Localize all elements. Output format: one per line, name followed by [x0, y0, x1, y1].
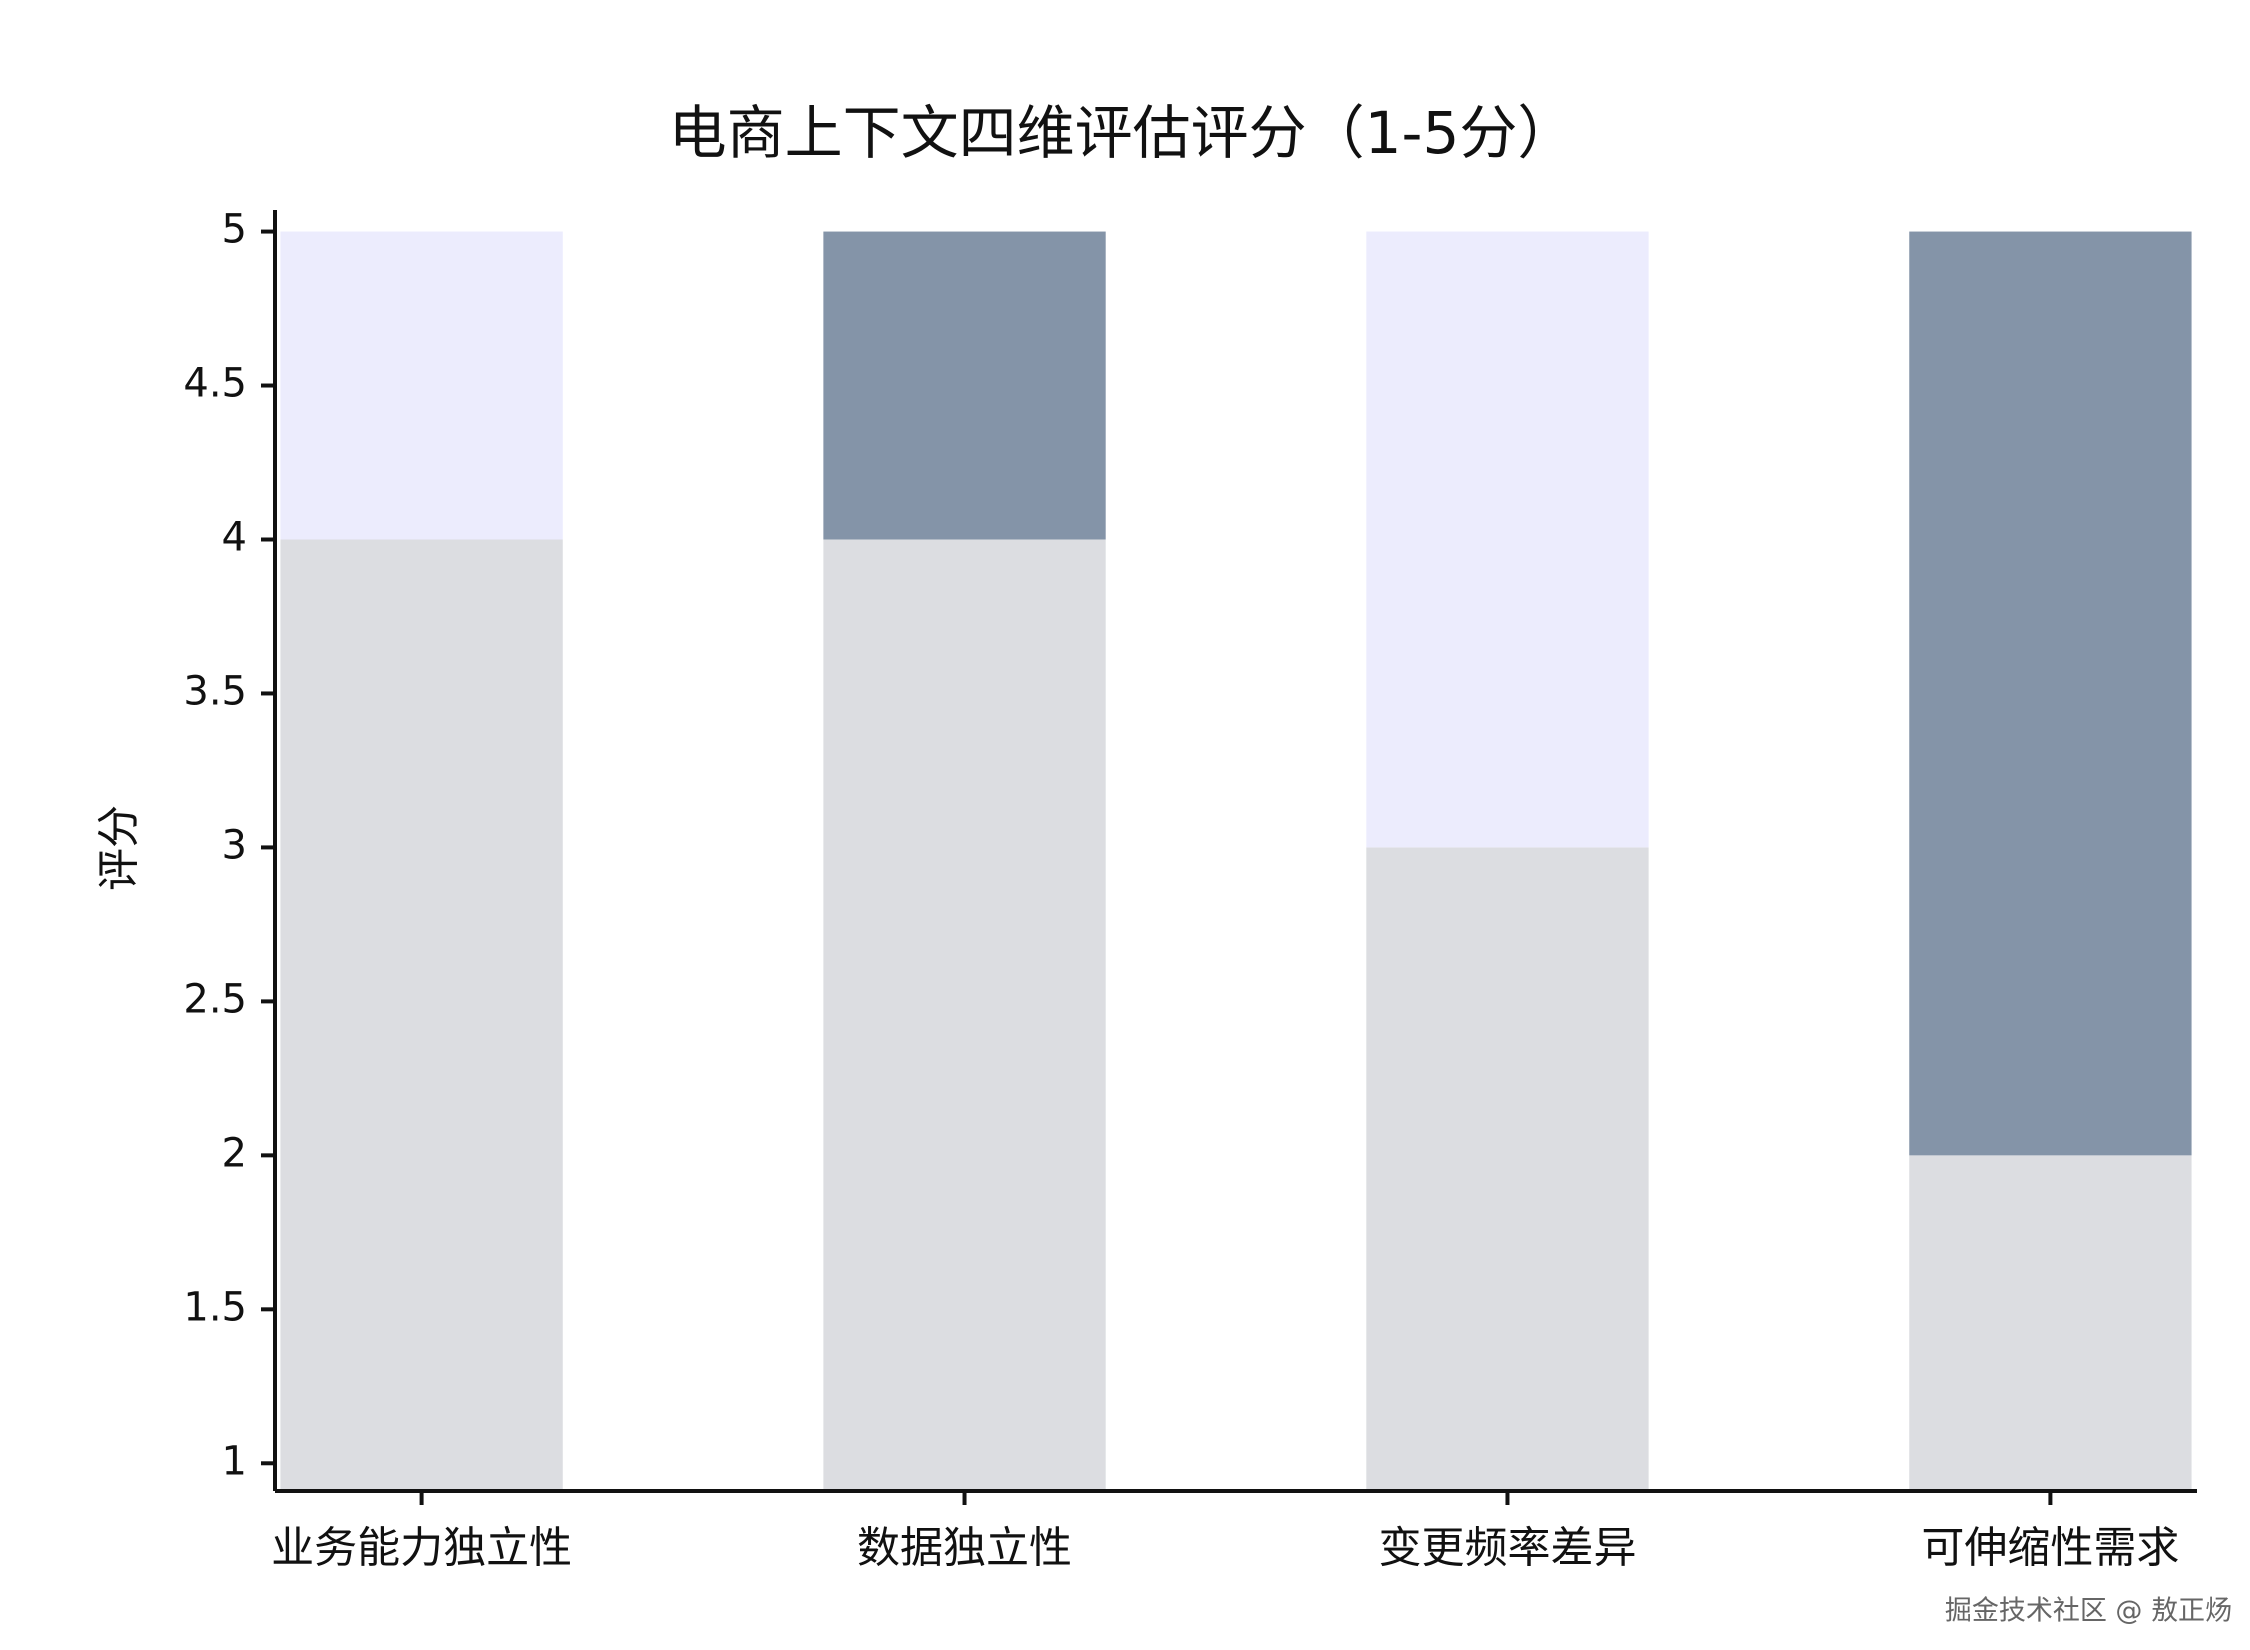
y-axis-label: 评分 — [95, 805, 145, 891]
bar-segment — [280, 539, 563, 1491]
bar-segment — [1366, 231, 1649, 848]
y-tick-label: 2.5 — [183, 976, 247, 1022]
bar-segment — [1909, 1155, 2192, 1491]
y-tick-label: 1 — [222, 1438, 247, 1484]
y-tick-label: 3 — [222, 822, 247, 868]
y-tick-label: 4.5 — [183, 361, 247, 407]
x-tick-label: 可伸缩性需求 — [1921, 1524, 2179, 1574]
bar-segment — [823, 539, 1106, 1491]
y-tick-label: 1.5 — [183, 1284, 247, 1330]
x-tick-label: 数据独立性 — [857, 1524, 1072, 1574]
y-tick-label: 4 — [222, 514, 247, 560]
y-tick-label: 2 — [222, 1130, 247, 1176]
watermark: 掘金技术社区 @ 敖正炀 — [1945, 1596, 2232, 1627]
chart-title: 电商上下文四维评估评分（1-5分） — [669, 99, 1576, 167]
x-tick-label: 变更频率差异 — [1378, 1524, 1636, 1574]
bar-segment — [1366, 847, 1649, 1491]
bar-segment — [823, 231, 1106, 540]
bar-segment — [1909, 231, 2192, 1156]
y-tick-label: 5 — [222, 207, 247, 253]
bar-segment — [280, 231, 563, 540]
x-tick-label: 业务能力独立性 — [271, 1524, 572, 1574]
y-tick-label: 3.5 — [183, 668, 247, 714]
